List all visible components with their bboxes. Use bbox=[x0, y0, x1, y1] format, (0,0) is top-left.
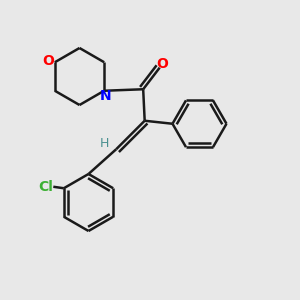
Text: Cl: Cl bbox=[38, 180, 53, 194]
Text: O: O bbox=[156, 57, 168, 71]
Text: O: O bbox=[42, 54, 54, 68]
Text: N: N bbox=[100, 89, 112, 103]
Text: H: H bbox=[100, 137, 109, 150]
